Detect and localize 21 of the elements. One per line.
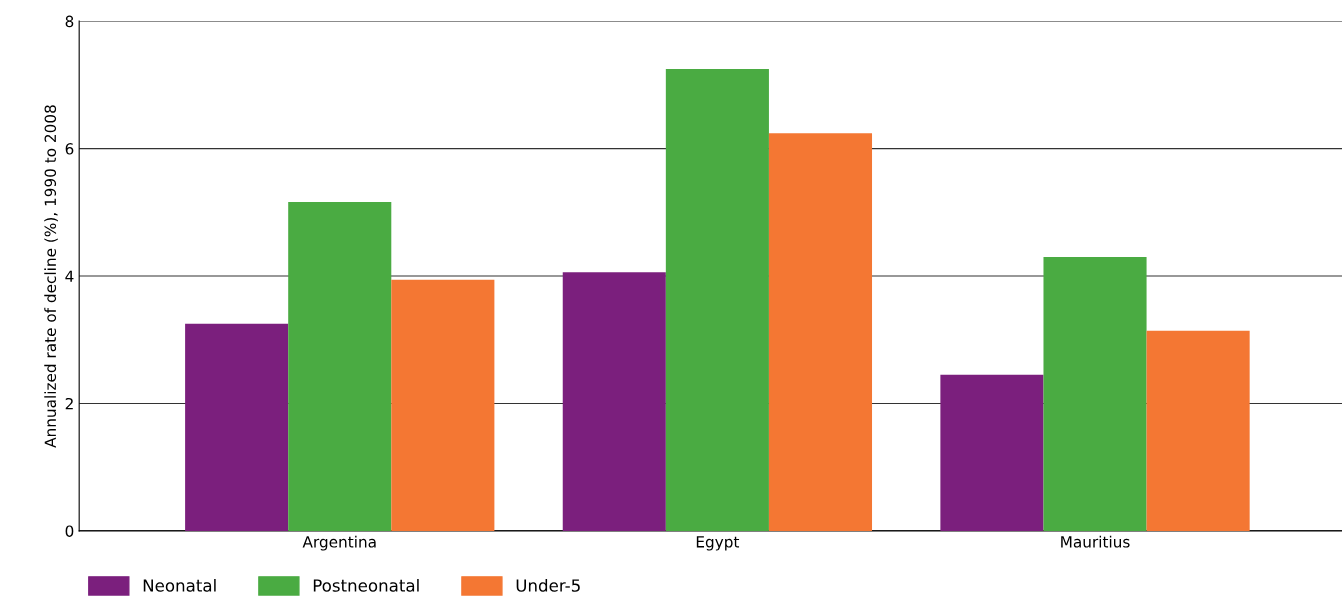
legend-label: Postneonatal bbox=[313, 578, 419, 592]
bar bbox=[665, 68, 769, 531]
y-tick-label: 8 bbox=[65, 15, 74, 28]
y-tick-label: 0 bbox=[65, 525, 74, 537]
bar bbox=[1146, 330, 1250, 531]
x-tick-label: Mauritius bbox=[1061, 535, 1130, 548]
x-tick-label: Egypt bbox=[696, 536, 740, 551]
x-tick-label: Argentina bbox=[302, 535, 376, 551]
bar bbox=[391, 279, 495, 531]
bar bbox=[288, 202, 392, 531]
bar bbox=[185, 323, 289, 531]
legend-label: Under-5 bbox=[516, 578, 580, 592]
bar bbox=[1043, 256, 1147, 531]
y-axis-title: Annualized rate of decline (%), 1990 to 2008 bbox=[44, 105, 58, 448]
bar bbox=[940, 374, 1044, 531]
bar bbox=[768, 133, 873, 531]
bar bbox=[562, 272, 666, 531]
legend-label: Neonatal bbox=[143, 578, 216, 592]
y-tick-label: 2 bbox=[65, 397, 73, 410]
y-tick-label: 6 bbox=[65, 143, 74, 155]
y-tick-label: 4 bbox=[65, 270, 74, 282]
